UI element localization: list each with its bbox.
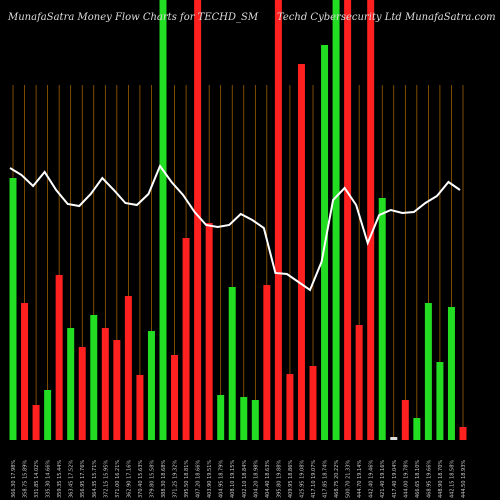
x-tick-label: 404.95 18.79% <box>219 460 225 498</box>
x-tick-label: 362.90 17.16% <box>126 460 132 498</box>
bar <box>401 400 409 440</box>
bar <box>147 331 155 440</box>
x-tick-label: 466.65 18.10% <box>415 460 421 498</box>
bar <box>309 366 317 440</box>
bar <box>124 296 132 440</box>
x-tick-label: 331.85 14.02% <box>34 460 40 498</box>
x-tick-label: 468.75 20.22% <box>334 460 340 498</box>
chart-subtitle: Techd Cybersecurity Ltd MunafaSatra.com <box>277 12 496 23</box>
x-tick-label: 358.75 15.89% <box>23 460 29 498</box>
x-tick-label: 421.40 19.16% <box>380 460 386 498</box>
bar <box>367 0 375 440</box>
bar <box>424 303 432 440</box>
bar <box>113 340 121 440</box>
x-tick-label: 417.40 19.04% <box>392 460 398 498</box>
x-tick-label: 335.30 14.66% <box>46 460 52 498</box>
bar <box>78 347 86 440</box>
bar <box>436 362 444 440</box>
bar <box>55 275 63 440</box>
bar <box>240 397 248 440</box>
bar <box>182 238 190 440</box>
x-tick-label: 366.30 17.98% <box>11 460 17 498</box>
x-tick-label: 363.45 17.52% <box>69 460 75 498</box>
bar <box>332 0 340 440</box>
bar <box>344 0 352 440</box>
x-tick-label: 404.40 18.63% <box>265 460 271 498</box>
x-tick-label: 364.35 15.71% <box>92 460 98 498</box>
bar <box>21 303 29 440</box>
bar <box>447 307 455 440</box>
x-tick-label: 468.95 19.66% <box>426 460 432 498</box>
bar <box>217 395 225 440</box>
x-tick-label: 359.35 15.44% <box>57 460 63 498</box>
x-tick-label: 444.50 18.93% <box>461 460 467 498</box>
x-tick-label: 403.90 19.51% <box>207 460 213 498</box>
x-tick-label: 407.20 18.66% <box>196 460 202 498</box>
x-tick-label: 425.95 19.08% <box>299 460 305 498</box>
x-tick-label: 388.30 18.68% <box>161 460 167 498</box>
bar <box>90 315 98 440</box>
bar <box>459 427 467 440</box>
x-tick-label: 409.95 18.86% <box>288 460 294 498</box>
bar <box>263 285 271 440</box>
bar <box>67 328 75 440</box>
x-tick-label: 379.80 15.58% <box>149 460 155 498</box>
chart-title: MunafaSatra Money Flow Charts for TECHD_… <box>7 12 259 23</box>
x-tick-label: 395.80 19.88% <box>276 460 282 498</box>
bar <box>251 400 259 440</box>
x-tick-label: 417.85 18.74% <box>323 460 329 498</box>
bar <box>101 328 109 440</box>
bar <box>228 287 236 440</box>
bar <box>9 178 17 440</box>
x-tick-label: 371.00 16.21% <box>115 460 121 498</box>
x-tick-label: 371.25 19.32% <box>173 460 179 498</box>
x-tick-label: 448.90 18.70% <box>438 460 444 498</box>
bar <box>32 405 40 440</box>
bar <box>297 64 305 440</box>
x-tick-label: 402.10 18.84% <box>242 460 248 498</box>
money-flow-line <box>9 163 461 292</box>
bar <box>194 0 202 440</box>
x-tick-label: 444.70 19.14% <box>357 460 363 498</box>
x-tick-label: 372.15 15.95% <box>103 460 109 498</box>
bar <box>136 375 144 440</box>
bar <box>286 374 294 440</box>
bar <box>159 0 167 440</box>
x-tick-label: 395.50 18.81% <box>184 460 190 498</box>
x-tick-label: 500.70 21.33% <box>346 460 352 498</box>
x-tick-label: 370.40 15.63% <box>138 460 144 498</box>
x-tick-label: 404.20 18.98% <box>253 460 259 498</box>
bar <box>378 198 386 440</box>
x-tick-label: 442.15 18.58% <box>449 460 455 498</box>
x-tick-label: 417.10 19.07% <box>311 460 317 498</box>
x-tick-label: 356.95 17.76% <box>80 460 86 498</box>
bar <box>44 390 52 440</box>
bar <box>390 437 398 440</box>
bar <box>205 223 213 440</box>
bar <box>413 418 421 440</box>
bar <box>274 0 282 440</box>
x-tick-label: 444.00 19.78% <box>403 460 409 498</box>
bar <box>355 325 363 440</box>
bar <box>171 355 179 440</box>
x-tick-label: 442.40 19.46% <box>369 460 375 498</box>
x-tick-label: 408.10 19.15% <box>230 460 236 498</box>
